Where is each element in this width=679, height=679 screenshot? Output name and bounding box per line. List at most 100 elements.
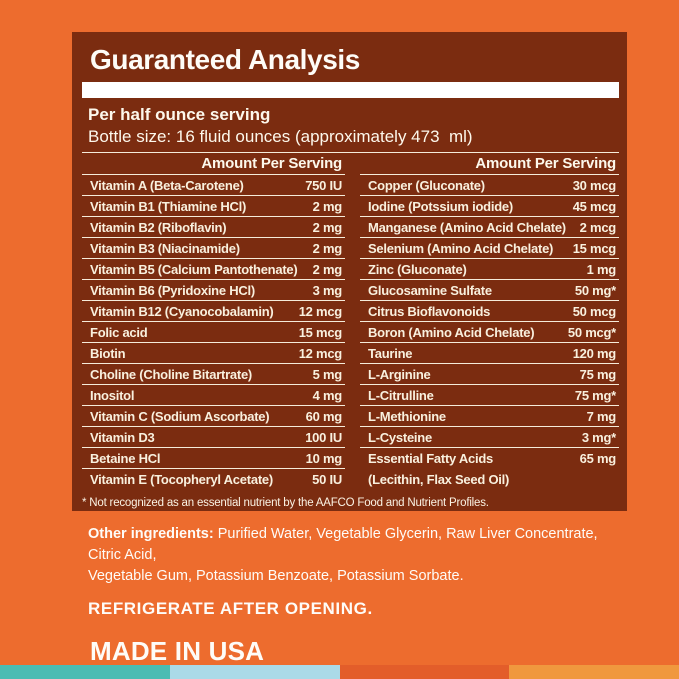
- nutrient-amount: 3 mg*: [581, 430, 616, 445]
- nutrient-amount: 2 mcg: [579, 220, 617, 235]
- nutrient-amount: 1 mg: [586, 262, 617, 277]
- nutrient-name: Vitamin B2 (Riboflavin): [90, 220, 227, 235]
- nutrient-amount: 3 mg: [312, 283, 343, 298]
- nutrient-name: Selenium (Amino Acid Chelate): [368, 241, 554, 256]
- table-row: Selenium (Amino Acid Chelate) 15 mcg: [360, 238, 619, 259]
- nutrient-amount: 100 IU: [305, 430, 342, 445]
- table-top-rule: [82, 152, 619, 153]
- color-block-darkorange: [339, 665, 510, 679]
- nutrient-name: Vitamin E (Tocopheryl Acetate): [90, 472, 273, 487]
- nutrient-amount: 120 mg: [572, 346, 617, 361]
- bottle-size-line: Bottle size: 16 fluid ounces (approximat…: [88, 127, 473, 146]
- table-row: Vitamin B5 (Calcium Pantothenate) 2 mg: [82, 259, 345, 280]
- nutrient-amount: 2 mg: [312, 241, 343, 256]
- nutrient-amount: 12 mcg: [298, 304, 343, 319]
- nutrient-amount: 45 mcg: [572, 199, 617, 214]
- nutrient-amount: 65 mg: [579, 451, 617, 466]
- lower-section: Other ingredients: Purified Water, Veget…: [88, 524, 633, 667]
- nutrient-name: Glucosamine Sulfate: [368, 283, 492, 298]
- table-row: Glucosamine Sulfate 50 mg*: [360, 280, 619, 301]
- nutrient-amount: 50 mg*: [574, 283, 616, 298]
- table-row: Vitamin B12 (Cyanocobalamin) 12 mcg: [82, 301, 345, 322]
- column-header-left: Amount Per Serving: [82, 153, 345, 175]
- made-in-usa: MADE IN USA: [90, 636, 265, 666]
- table-row: Inositol 4 mg: [82, 385, 345, 406]
- table-row: Choline (Choline Bitartrate) 5 mg: [82, 364, 345, 385]
- nutrient-amount: 50 mcg: [572, 304, 617, 319]
- table-row: Zinc (Gluconate) 1 mg: [360, 259, 619, 280]
- table-row: Biotin 12 mcg: [82, 343, 345, 364]
- table-row: Vitamin B1 (Thiamine HCl) 2 mg: [82, 196, 345, 217]
- table-row: Manganese (Amino Acid Chelate) 2 mcg: [360, 217, 619, 238]
- nutrient-name: Vitamin B6 (Pyridoxine HCl): [90, 283, 255, 298]
- nutrient-amount: 2 mg: [312, 199, 343, 214]
- nutrient-name: Vitamin B1 (Thiamine HCl): [90, 199, 247, 214]
- nutrient-name: Vitamin B3 (Niacinamide): [90, 241, 240, 256]
- table-row: Copper (Gluconate) 30 mcg: [360, 175, 619, 196]
- nutrient-name: Manganese (Amino Acid Chelate): [368, 220, 566, 235]
- table-row: L-Citrulline 75 mg*: [360, 385, 619, 406]
- nutrient-name: Boron (Amino Acid Chelate): [368, 325, 535, 340]
- nutrient-name: L-Citrulline: [368, 388, 434, 403]
- table-row: L-Methionine 7 mg: [360, 406, 619, 427]
- table-row: Vitamin B2 (Riboflavin) 2 mg: [82, 217, 345, 238]
- nutrient-name: Vitamin C (Sodium Ascorbate): [90, 409, 270, 424]
- nutrient-amount: 50 IU: [312, 472, 342, 487]
- panel-title: Guaranteed Analysis: [90, 44, 360, 75]
- nutrient-amount: 50 mcg*: [567, 325, 616, 340]
- color-block-lightorange: [509, 665, 679, 679]
- nutrient-name: Biotin: [90, 346, 126, 361]
- table-row: Citrus Bioflavonoids 50 mcg: [360, 301, 619, 322]
- nutrient-name: Zinc (Gluconate): [368, 262, 467, 277]
- nutrient-amount: 12 mcg: [298, 346, 343, 361]
- aafco-footnote: * Not recognized as an essential nutrien…: [82, 497, 489, 509]
- right-column-rows: Copper (Gluconate) 30 mcg Iodine (Potssium…: [360, 175, 619, 490]
- nutrient-name: Copper (Gluconate): [368, 178, 485, 193]
- nutrient-name: Citrus Bioflavonoids: [368, 304, 491, 319]
- nutrient-amount: 7 mg: [586, 409, 617, 424]
- table-row: L-Cysteine 3 mg*: [360, 427, 619, 448]
- nutrient-amount: 15 mcg: [298, 325, 343, 340]
- nutrient-name: Iodine (Potssium iodide): [368, 199, 513, 214]
- nutrient-column-right: Amount Per Serving Copper (Gluconate) 30 …: [360, 153, 619, 490]
- other-ingredients-label: Other ingredients:: [88, 526, 214, 542]
- nutrient-amount: 750 IU: [305, 178, 342, 193]
- nutrient-name: Vitamin D3: [90, 430, 155, 445]
- table-row: Vitamin C (Sodium Ascorbate) 60 mg: [82, 406, 345, 427]
- color-block-teal: [0, 665, 170, 679]
- table-row: Vitamin A (Beta-Carotene) 750 IU: [82, 175, 345, 196]
- nutrient-name: L-Cysteine: [368, 430, 432, 445]
- table-row: Vitamin D3 100 IU: [82, 427, 345, 448]
- nutrient-amount: 4 mg: [312, 388, 343, 403]
- nutrient-name: Vitamin B12 (Cyanocobalamin): [90, 304, 274, 319]
- nutrient-name: Taurine: [368, 346, 413, 361]
- table-row: Taurine 120 mg: [360, 343, 619, 364]
- nutrient-amount: 2 mg: [312, 262, 343, 277]
- other-ingredients-line2: Vegetable Gum, Potassium Benzoate, Potas…: [88, 568, 464, 584]
- table-row: Vitamin B6 (Pyridoxine HCl) 3 mg: [82, 280, 345, 301]
- nutrient-amount: 75 mg: [579, 367, 617, 382]
- divider-band: [82, 82, 619, 98]
- nutrient-table: Amount Per Serving Vitamin A (Beta-Carot…: [82, 153, 619, 490]
- table-row: Iodine (Potssium iodide) 45 mcg: [360, 196, 619, 217]
- nutrient-name: L-Methionine: [368, 409, 446, 424]
- table-row: Vitamin B3 (Niacinamide) 2 mg: [82, 238, 345, 259]
- color-block-lightblue: [169, 665, 340, 679]
- refrigerate-note: REFRIGERATE AFTER OPENING.: [88, 599, 373, 618]
- table-row: Betaine HCl 10 mg: [82, 448, 345, 469]
- nutrient-amount: 60 mg: [305, 409, 343, 424]
- nutrient-amount: 5 mg: [312, 367, 343, 382]
- column-header-right: Amount Per Serving: [360, 153, 619, 175]
- table-row: Essential Fatty Acids (Lecithin, Flax See…: [360, 448, 619, 490]
- nutrient-name: L-Arginine: [368, 367, 431, 382]
- nutrient-name: Inositol: [90, 388, 135, 403]
- nutrient-name: Vitamin B5 (Calcium Pantothenate): [90, 262, 298, 277]
- nutrient-name: Folic acid: [90, 325, 148, 340]
- serving-size-line: Per half ounce serving: [88, 105, 271, 124]
- nutrient-amount: 75 mg*: [574, 388, 616, 403]
- table-row: Vitamin E (Tocopheryl Acetate) 50 IU: [82, 469, 345, 490]
- nutrient-amount: 30 mcg: [572, 178, 617, 193]
- nutrient-name: Betaine HCl: [90, 451, 161, 466]
- other-ingredients: Other ingredients: Purified Water, Veget…: [88, 524, 633, 587]
